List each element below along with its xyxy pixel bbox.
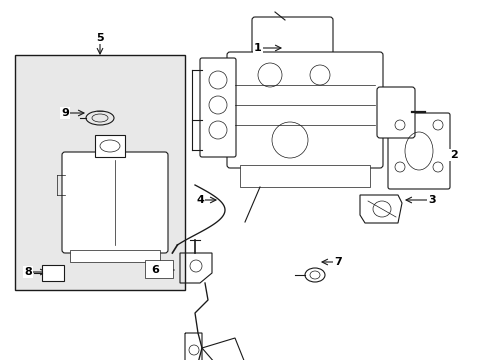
Text: 4: 4 xyxy=(196,195,203,205)
FancyBboxPatch shape xyxy=(200,58,236,157)
Bar xyxy=(95,135,125,157)
Text: 9: 9 xyxy=(61,108,69,118)
FancyBboxPatch shape xyxy=(62,152,168,253)
Text: 3: 3 xyxy=(427,195,435,205)
FancyBboxPatch shape xyxy=(226,52,382,168)
Bar xyxy=(240,165,369,187)
Text: 6: 6 xyxy=(151,265,159,275)
Text: 5: 5 xyxy=(96,33,103,43)
Bar xyxy=(145,260,173,278)
Text: 7: 7 xyxy=(333,257,341,267)
FancyBboxPatch shape xyxy=(387,113,449,189)
FancyBboxPatch shape xyxy=(251,17,332,68)
Bar xyxy=(15,55,184,290)
Text: 2: 2 xyxy=(449,150,457,160)
FancyBboxPatch shape xyxy=(376,87,414,138)
Bar xyxy=(42,265,64,281)
Text: 1: 1 xyxy=(254,43,262,53)
Bar xyxy=(70,250,160,262)
Text: 8: 8 xyxy=(24,267,32,277)
